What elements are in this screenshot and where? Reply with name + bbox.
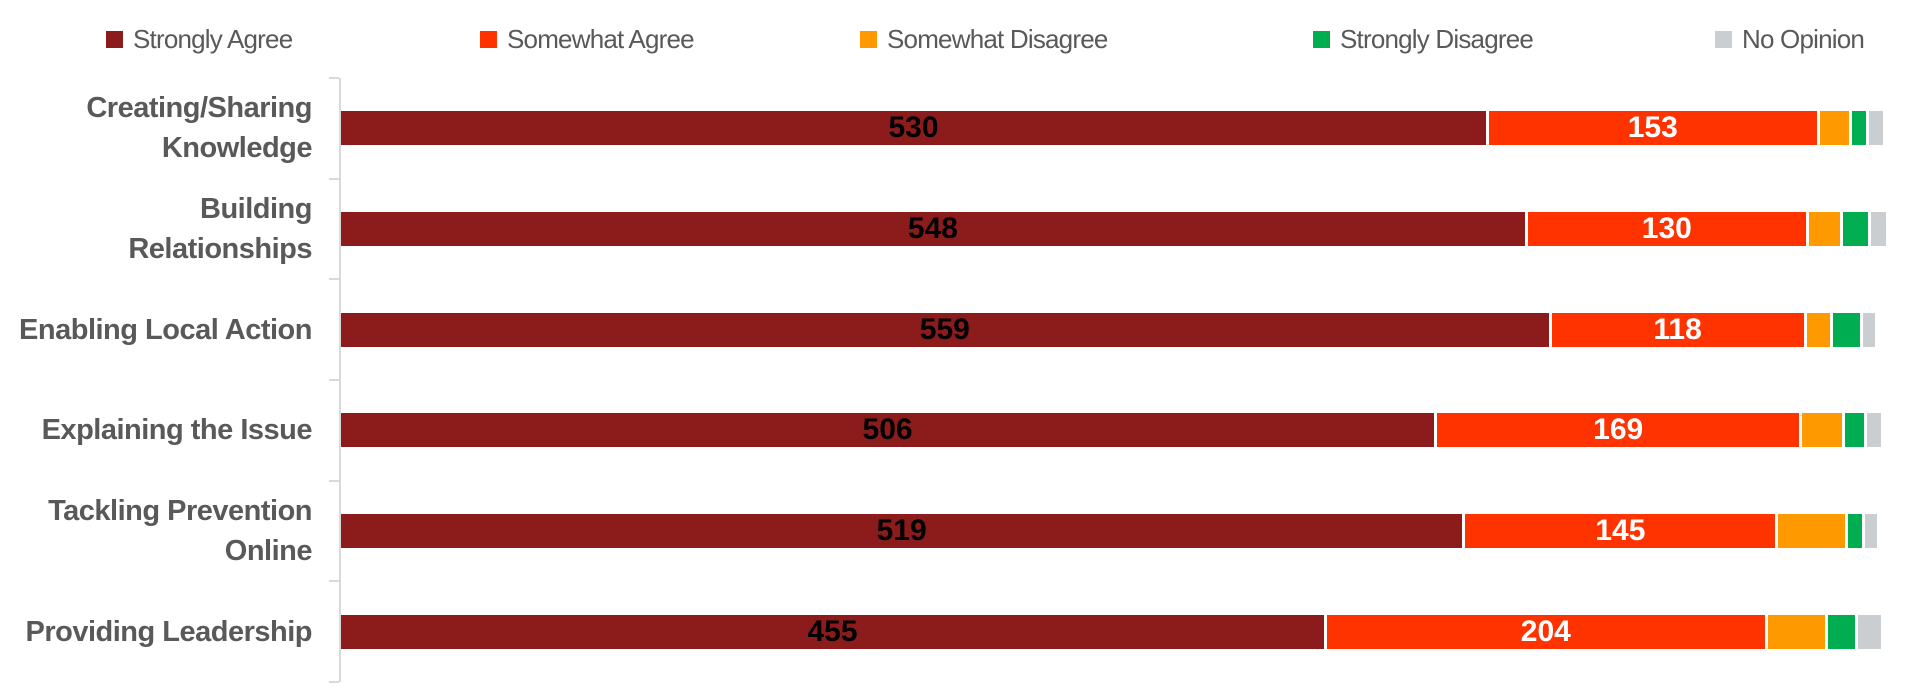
segment-strongly-agree: 559 bbox=[341, 312, 1549, 347]
segment-strongly-disagree bbox=[1828, 614, 1856, 649]
stacked-bar-creating-sharing-knowledge: 530 153 bbox=[341, 111, 1884, 146]
legend-label: Strongly Agree bbox=[133, 23, 293, 54]
category-label-creating-sharing-knowledge: Creating/Sharing Knowledge bbox=[86, 92, 312, 165]
segment-somewhat-agree: 145 bbox=[1465, 514, 1776, 549]
stacked-bar-providing-leadership: 455 204 bbox=[341, 614, 1882, 649]
legend-item-somewhat-agree: Somewhat Agree bbox=[480, 20, 695, 58]
legend-swatch-strongly-agree bbox=[106, 30, 123, 48]
legend-swatch-somewhat-agree bbox=[480, 30, 497, 48]
stacked-bar-enabling-local-action: 559 118 bbox=[341, 312, 1875, 347]
legend-item-strongly-disagree: Strongly Disagree bbox=[1313, 20, 1534, 58]
segment-somewhat-agree: 169 bbox=[1437, 413, 1800, 448]
segment-strongly-disagree bbox=[1832, 312, 1860, 347]
category-label-tackling-prevention-online: Tackling Prevention Online bbox=[48, 495, 312, 568]
y-axis-tick bbox=[329, 278, 339, 280]
segment-strongly-disagree bbox=[1843, 212, 1869, 246]
segment-somewhat-agree: 204 bbox=[1326, 614, 1765, 649]
segment-strongly-agree: 530 bbox=[341, 111, 1486, 146]
stacked-bar-tackling-prevention-online: 519 145 bbox=[341, 514, 1877, 549]
data-label-somewhat-agree: 130 bbox=[1641, 212, 1692, 245]
data-label-somewhat-agree: 204 bbox=[1520, 614, 1571, 648]
segment-strongly-agree: 506 bbox=[341, 413, 1435, 448]
segment-no-opinion bbox=[1858, 614, 1882, 649]
segment-somewhat-agree: 153 bbox=[1489, 111, 1817, 146]
segment-strongly-disagree bbox=[1847, 514, 1862, 549]
bar-row: 559 118 bbox=[341, 279, 1890, 380]
data-label-somewhat-agree: 118 bbox=[1653, 312, 1702, 346]
data-label-strongly-agree: 559 bbox=[919, 312, 970, 346]
segment-no-opinion bbox=[1862, 312, 1875, 347]
data-label-somewhat-agree: 169 bbox=[1593, 413, 1644, 447]
y-axis-tick bbox=[329, 580, 339, 582]
legend-item-strongly-agree: Strongly Agree bbox=[106, 20, 293, 58]
segment-no-opinion bbox=[1864, 514, 1877, 549]
segment-strongly-disagree bbox=[1851, 111, 1867, 146]
legend-item-no-opinion: No Opinion bbox=[1715, 20, 1865, 58]
category-label-explaining-the-issue: Explaining the Issue bbox=[41, 414, 313, 447]
data-label-strongly-agree: 455 bbox=[807, 614, 858, 648]
legend-label: Somewhat Agree bbox=[507, 23, 695, 54]
segment-no-opinion bbox=[1867, 413, 1882, 448]
data-label-strongly-agree: 548 bbox=[907, 212, 958, 245]
data-label-somewhat-agree: 145 bbox=[1595, 514, 1646, 548]
legend-swatch-strongly-disagree bbox=[1313, 30, 1330, 48]
stacked-bar-building-relationships: 548 130 bbox=[341, 212, 1886, 246]
y-axis-tick bbox=[329, 178, 339, 180]
category-label-enabling-local-action: Enabling Local Action bbox=[19, 313, 312, 346]
segment-no-opinion bbox=[1869, 111, 1884, 146]
segment-somewhat-disagree bbox=[1808, 212, 1841, 246]
y-axis-tick bbox=[329, 77, 339, 79]
data-label-strongly-agree: 506 bbox=[862, 413, 913, 447]
legend-label: Somewhat Disagree bbox=[887, 23, 1108, 54]
category-axis-labels: Creating/Sharing Knowledge Building Rela… bbox=[0, 78, 312, 682]
bar-row: 548 130 bbox=[341, 179, 1890, 280]
y-axis-tick bbox=[329, 480, 339, 482]
segment-somewhat-disagree bbox=[1778, 514, 1845, 549]
segment-strongly-disagree bbox=[1845, 413, 1865, 448]
segment-somewhat-agree: 118 bbox=[1551, 312, 1804, 347]
category-label-providing-leadership: Providing Leadership bbox=[25, 615, 313, 648]
bar-row: 506 169 bbox=[341, 380, 1890, 481]
legend-item-somewhat-disagree: Somewhat Disagree bbox=[860, 20, 1108, 58]
data-label-somewhat-agree: 153 bbox=[1627, 111, 1678, 145]
legend-label: No Opinion bbox=[1742, 23, 1865, 54]
segment-strongly-agree: 455 bbox=[341, 614, 1324, 649]
segment-somewhat-disagree bbox=[1806, 312, 1830, 347]
stacked-bar-explaining-the-issue: 506 169 bbox=[341, 413, 1882, 448]
bar-row: 519 145 bbox=[341, 481, 1890, 582]
y-axis-tick bbox=[329, 379, 339, 381]
category-label-building-relationships: Building Relationships bbox=[128, 193, 312, 265]
legend-swatch-somewhat-disagree bbox=[860, 30, 877, 48]
segment-somewhat-agree: 130 bbox=[1527, 212, 1806, 246]
data-label-strongly-agree: 519 bbox=[876, 514, 927, 548]
segment-somewhat-disagree bbox=[1802, 413, 1843, 448]
legend-label: Strongly Disagree bbox=[1340, 23, 1534, 54]
bar-row: 530 153 bbox=[341, 78, 1890, 179]
y-axis-tick bbox=[329, 681, 339, 683]
segment-no-opinion bbox=[1871, 212, 1886, 246]
segment-somewhat-disagree bbox=[1767, 614, 1826, 649]
data-label-strongly-agree: 530 bbox=[888, 111, 939, 145]
plot-area: 530 153 548 130 559 118 506 169 519 145 455 20… bbox=[341, 78, 1890, 682]
y-axis-line bbox=[339, 78, 341, 682]
bar-row: 455 204 bbox=[341, 581, 1890, 682]
segment-strongly-agree: 548 bbox=[341, 212, 1525, 246]
segment-somewhat-disagree bbox=[1819, 111, 1849, 146]
legend-swatch-no-opinion bbox=[1715, 30, 1732, 48]
segment-strongly-agree: 519 bbox=[341, 514, 1463, 549]
